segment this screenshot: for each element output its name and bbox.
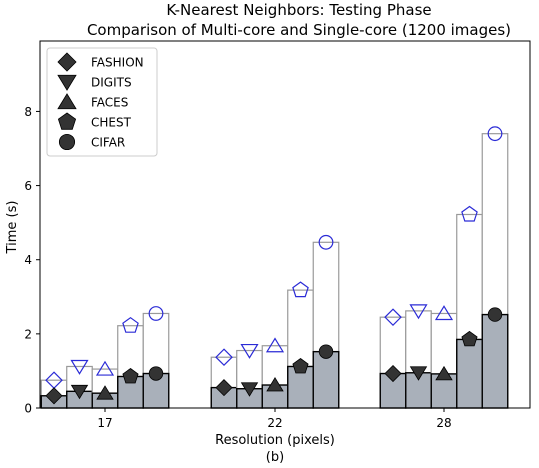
multi-core-marker xyxy=(318,344,334,359)
single-core-marker xyxy=(434,305,454,321)
chart-title: K-Nearest Neighbors: Testing Phase xyxy=(166,1,431,19)
multi-core-marker xyxy=(96,385,114,400)
multi-core-marker xyxy=(461,330,478,347)
single-core-marker xyxy=(122,316,139,333)
legend-label: CHEST xyxy=(91,116,132,130)
x-tick-label: 17 xyxy=(97,416,112,430)
legend-marker xyxy=(57,93,77,110)
multi-core-marker xyxy=(240,382,259,397)
single-core-marker xyxy=(409,304,428,320)
single-core-marker xyxy=(215,348,233,367)
multi-core-bar xyxy=(456,338,483,409)
x-tick-label: 28 xyxy=(436,416,451,430)
multi-core-marker xyxy=(148,366,164,381)
x-tick-label: 22 xyxy=(267,416,282,430)
single-core-marker xyxy=(95,360,115,376)
multi-core-marker xyxy=(266,377,284,392)
single-core-marker xyxy=(461,205,478,222)
y-tick-label: 4 xyxy=(24,253,32,267)
single-core-marker xyxy=(265,337,285,353)
legend-label: CIFAR xyxy=(91,136,125,150)
legend: FASHION DIGITS FACES CHEST CIFAR xyxy=(46,47,158,157)
y-tick-label: 6 xyxy=(24,179,32,193)
multi-core-marker xyxy=(292,358,309,374)
multi-core-marker xyxy=(409,366,428,381)
multi-core-marker xyxy=(435,365,453,381)
legend-marker xyxy=(57,112,77,130)
legend-marker xyxy=(57,74,77,91)
multi-core-marker xyxy=(122,368,139,384)
figure-caption: (b) xyxy=(266,450,284,465)
single-core-marker xyxy=(292,281,309,298)
single-core-marker xyxy=(148,306,164,321)
multi-core-marker xyxy=(384,364,402,383)
chart-subtitle: Comparison of Multi-core and Single-core… xyxy=(87,21,511,39)
legend-label: FASHION xyxy=(91,56,144,70)
multi-core-marker xyxy=(487,307,503,322)
single-core-marker xyxy=(70,359,89,375)
y-tick-label: 2 xyxy=(24,327,32,341)
legend-marker xyxy=(58,133,76,151)
multi-core-marker xyxy=(215,379,233,397)
legend-marker xyxy=(57,52,77,72)
plot-frame xyxy=(39,40,531,409)
plot-area: 0 2 4 6 8 17 22 28 xyxy=(24,40,531,430)
multi-core-marker xyxy=(45,387,63,405)
legend-label: DIGITS xyxy=(91,76,132,90)
y-axis-label: Time (s) xyxy=(5,201,20,255)
y-tick-label: 0 xyxy=(24,402,32,416)
single-core-marker xyxy=(318,234,334,250)
single-core-marker xyxy=(384,308,402,327)
y-tick-label: 8 xyxy=(24,105,32,119)
multi-core-bar xyxy=(481,313,509,409)
multi-core-bar xyxy=(312,350,340,409)
legend-label: FACES xyxy=(91,96,128,110)
multi-core-marker xyxy=(70,384,89,400)
x-axis-label: Resolution (pixels) xyxy=(215,433,335,448)
single-core-marker xyxy=(240,343,259,359)
single-core-marker xyxy=(487,126,503,142)
